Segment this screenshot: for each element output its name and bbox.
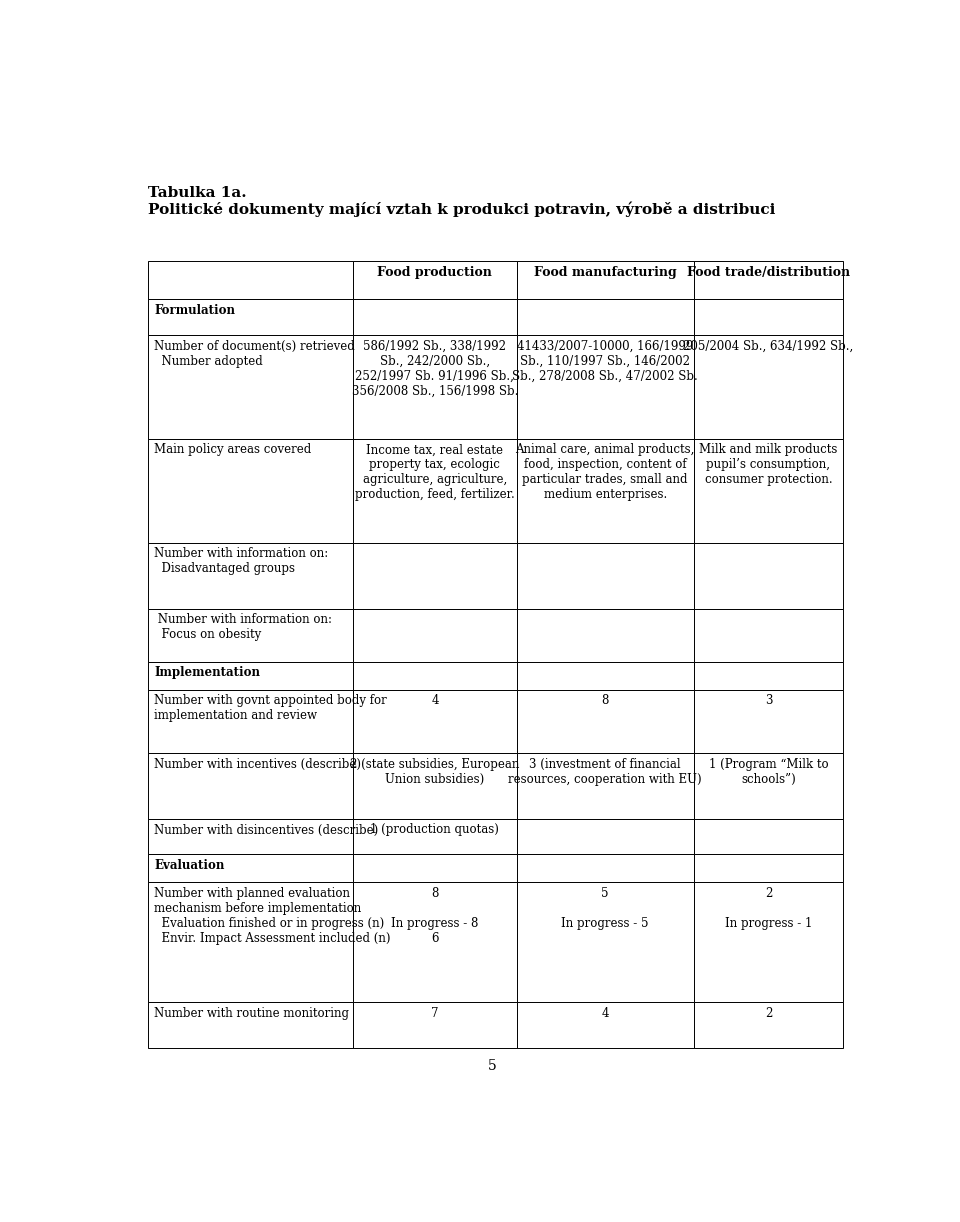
- Bar: [516, 753, 694, 819]
- Bar: [353, 854, 516, 882]
- Bar: [694, 439, 843, 543]
- Text: 205/2004 Sb., 634/1992 Sb.,: 205/2004 Sb., 634/1992 Sb.,: [684, 340, 853, 353]
- Bar: [694, 753, 843, 819]
- Text: 3: 3: [765, 694, 772, 708]
- Bar: [353, 262, 516, 299]
- Text: 2

In progress - 1: 2 In progress - 1: [725, 887, 812, 945]
- Bar: [148, 854, 353, 882]
- Bar: [516, 1002, 694, 1048]
- Bar: [353, 299, 516, 335]
- Text: Number with information on:
  Focus on obesity: Number with information on: Focus on obe…: [155, 613, 332, 642]
- Bar: [353, 543, 516, 609]
- Text: Number with routine monitoring: Number with routine monitoring: [155, 1007, 349, 1020]
- Text: 8: 8: [602, 694, 609, 708]
- Bar: [516, 543, 694, 609]
- Bar: [148, 882, 353, 1002]
- Text: Number with govnt appointed body for
implementation and review: Number with govnt appointed body for imp…: [155, 694, 387, 722]
- Text: 41433/2007-10000, 166/1999
Sb., 110/1997 Sb., 146/2002
Sb., 278/2008 Sb., 47/200: 41433/2007-10000, 166/1999 Sb., 110/1997…: [513, 340, 698, 382]
- Bar: [148, 543, 353, 609]
- Bar: [694, 609, 843, 662]
- Bar: [694, 662, 843, 689]
- Text: Milk and milk products
pupil’s consumption,
consumer protection.: Milk and milk products pupil’s consumpti…: [699, 444, 838, 486]
- Text: 2: 2: [765, 1007, 772, 1020]
- Bar: [694, 819, 843, 854]
- Text: Food trade/distribution: Food trade/distribution: [687, 266, 850, 279]
- Text: Number of document(s) retrieved
  Number adopted: Number of document(s) retrieved Number a…: [155, 340, 355, 368]
- Text: 2 (state subsidies, European
Union subsidies): 2 (state subsidies, European Union subsi…: [350, 758, 519, 786]
- Bar: [516, 609, 694, 662]
- Text: Implementation: Implementation: [155, 666, 260, 679]
- Text: 5: 5: [488, 1058, 496, 1073]
- Bar: [353, 753, 516, 819]
- Bar: [148, 689, 353, 753]
- Bar: [148, 753, 353, 819]
- Text: Evaluation: Evaluation: [155, 859, 225, 873]
- Text: Main policy areas covered: Main policy areas covered: [155, 444, 311, 457]
- Bar: [148, 609, 353, 662]
- Bar: [694, 543, 843, 609]
- Text: 586/1992 Sb., 338/1992
Sb., 242/2000 Sb.,
252/1997 Sb. 91/1996 Sb.,
356/2008 Sb.: 586/1992 Sb., 338/1992 Sb., 242/2000 Sb.…: [351, 340, 518, 397]
- Bar: [694, 882, 843, 1002]
- Bar: [353, 609, 516, 662]
- Text: Tabulka 1a.: Tabulka 1a.: [148, 186, 247, 200]
- Bar: [694, 262, 843, 299]
- Bar: [148, 262, 353, 299]
- Bar: [148, 439, 353, 543]
- Bar: [694, 299, 843, 335]
- Bar: [516, 662, 694, 689]
- Bar: [353, 662, 516, 689]
- Text: Food manufacturing: Food manufacturing: [534, 266, 677, 279]
- Text: Number with information on:
  Disadvantaged groups: Number with information on: Disadvantage…: [155, 547, 328, 576]
- Bar: [516, 819, 694, 854]
- Text: 8

In progress - 8
6: 8 In progress - 8 6: [392, 887, 479, 945]
- Bar: [148, 335, 353, 439]
- Bar: [516, 262, 694, 299]
- Bar: [694, 335, 843, 439]
- Text: Number with incentives (describe): Number with incentives (describe): [155, 758, 361, 771]
- Bar: [148, 299, 353, 335]
- Bar: [516, 439, 694, 543]
- Bar: [353, 882, 516, 1002]
- Bar: [353, 689, 516, 753]
- Text: Number with disincentives (describe): Number with disincentives (describe): [155, 824, 378, 837]
- Text: Politické dokumenty mající vztah k produkci potravin, výrobě a distribuci: Politické dokumenty mající vztah k produ…: [148, 202, 776, 216]
- Text: Food production: Food production: [377, 266, 492, 279]
- Bar: [148, 662, 353, 689]
- Bar: [516, 689, 694, 753]
- Bar: [148, 819, 353, 854]
- Bar: [353, 439, 516, 543]
- Text: Income tax, real estate
property tax, ecologic
agriculture, agriculture,
product: Income tax, real estate property tax, ec…: [355, 444, 515, 501]
- Bar: [694, 689, 843, 753]
- Bar: [353, 819, 516, 854]
- Text: 4: 4: [431, 694, 439, 708]
- Text: 3 (investment of financial
resources, cooperation with EU): 3 (investment of financial resources, co…: [509, 758, 702, 786]
- Text: 1 (Program “Milk to
schools”): 1 (Program “Milk to schools”): [708, 758, 828, 786]
- Bar: [694, 854, 843, 882]
- Bar: [353, 1002, 516, 1048]
- Bar: [516, 854, 694, 882]
- Bar: [694, 1002, 843, 1048]
- Text: Number with planned evaluation
mechanism before implementation
  Evaluation fini: Number with planned evaluation mechanism…: [155, 887, 391, 945]
- Bar: [516, 882, 694, 1002]
- Text: 5

In progress - 5: 5 In progress - 5: [562, 887, 649, 945]
- Bar: [516, 299, 694, 335]
- Text: Animal care, animal products,
food, inspection, content of
particular trades, sm: Animal care, animal products, food, insp…: [516, 444, 695, 501]
- Text: 4: 4: [601, 1007, 609, 1020]
- Bar: [148, 1002, 353, 1048]
- Text: 1 (production quotas): 1 (production quotas): [371, 824, 499, 837]
- Bar: [516, 335, 694, 439]
- Bar: [353, 335, 516, 439]
- Text: 7: 7: [431, 1007, 439, 1020]
- Text: Formulation: Formulation: [155, 304, 235, 318]
